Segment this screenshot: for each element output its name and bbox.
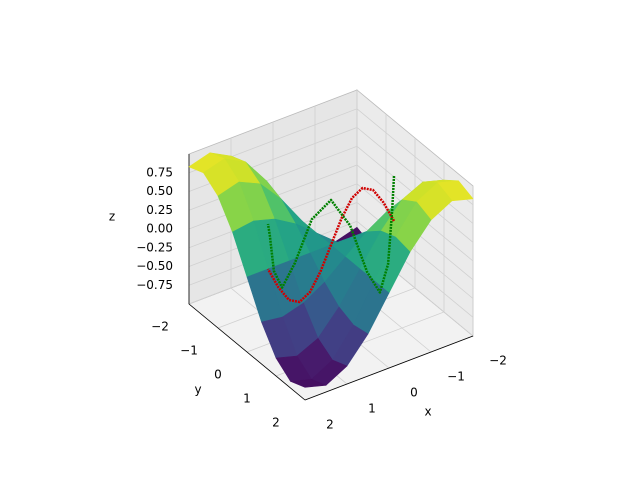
- z-axis-label: z: [109, 210, 115, 224]
- z-tick-label: −0.25: [136, 240, 173, 254]
- curve-line: [266, 186, 396, 304]
- y-tick-label: 1: [243, 392, 251, 406]
- y-tick-label: 0: [214, 368, 222, 382]
- x-axis-line: [304, 335, 474, 401]
- z-tick-label: 0.75: [146, 165, 173, 179]
- z-tick-label: −0.50: [136, 259, 173, 273]
- x-tick-label: −2: [489, 354, 507, 368]
- x-axis-label: x: [424, 405, 431, 419]
- z-tick-label: 0.25: [146, 203, 173, 217]
- z-tick-label: 0.50: [146, 184, 173, 198]
- x-tick-label: 2: [326, 418, 334, 432]
- curve-line: [266, 175, 396, 294]
- x-tick-label: 1: [368, 402, 376, 416]
- z-tick-label: 0.00: [146, 222, 173, 236]
- z-tick-label: −0.75: [136, 278, 173, 292]
- y-tick-label: −1: [180, 344, 198, 358]
- surface-patch: [290, 378, 327, 388]
- y-tick-label: −2: [151, 320, 169, 334]
- y-axis-line: [188, 303, 306, 401]
- x-tick-label: −1: [447, 370, 465, 384]
- y-axis-label: y: [194, 383, 201, 397]
- z-grid-line: [188, 108, 474, 206]
- y-tick-label: 2: [272, 416, 280, 430]
- x-tick-label: 0: [410, 386, 418, 400]
